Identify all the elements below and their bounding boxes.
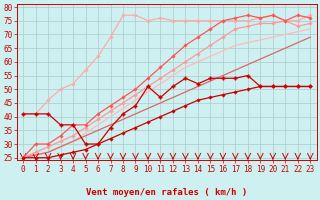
X-axis label: Vent moyen/en rafales ( km/h ): Vent moyen/en rafales ( km/h ): [86, 188, 247, 197]
